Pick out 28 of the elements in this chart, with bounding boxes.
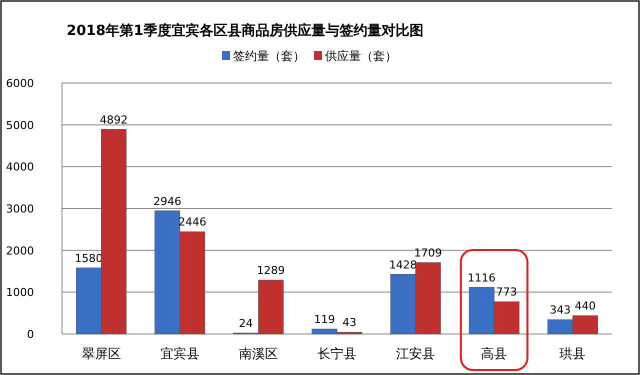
legend-label: 签约量（套） (233, 49, 305, 63)
y-tick-label: 3000 (6, 202, 34, 216)
data-label: 773 (496, 286, 518, 299)
x-tick-label: 高县 (481, 346, 508, 362)
data-label: 1289 (256, 264, 285, 278)
data-label: 440 (574, 300, 596, 313)
y-tick-label: 1000 (6, 286, 34, 300)
data-label: 1116 (468, 271, 496, 284)
y-tick-label: 6000 (6, 77, 34, 90)
data-label: 4892 (100, 113, 128, 126)
data-label: 43 (342, 316, 356, 330)
data-label: 343 (550, 304, 571, 317)
x-tick-label: 翠屏区 (82, 347, 121, 362)
data-label: 24 (238, 316, 253, 330)
x-tick-label: 宜宾县 (160, 346, 200, 362)
x-tick-label: 南溪区 (238, 347, 278, 362)
y-tick-label: 2000 (6, 244, 34, 258)
data-label: 119 (314, 313, 335, 326)
y-tick-label: 4000 (6, 160, 34, 174)
x-tick-label: 珙县 (560, 347, 586, 362)
data-label: 2946 (153, 194, 182, 208)
y-tick-label: 5000 (6, 118, 34, 132)
legend-label: 供应量（套） (325, 49, 397, 63)
x-tick-label: 长宁县 (318, 346, 356, 362)
x-tick-label: 江安县 (396, 346, 436, 362)
data-label: 1709 (414, 246, 442, 260)
y-tick-label: 0 (27, 328, 34, 341)
chart-title: 2018年第1季度宜宾各区县商品房供应量与签约量对比图 (66, 22, 424, 39)
